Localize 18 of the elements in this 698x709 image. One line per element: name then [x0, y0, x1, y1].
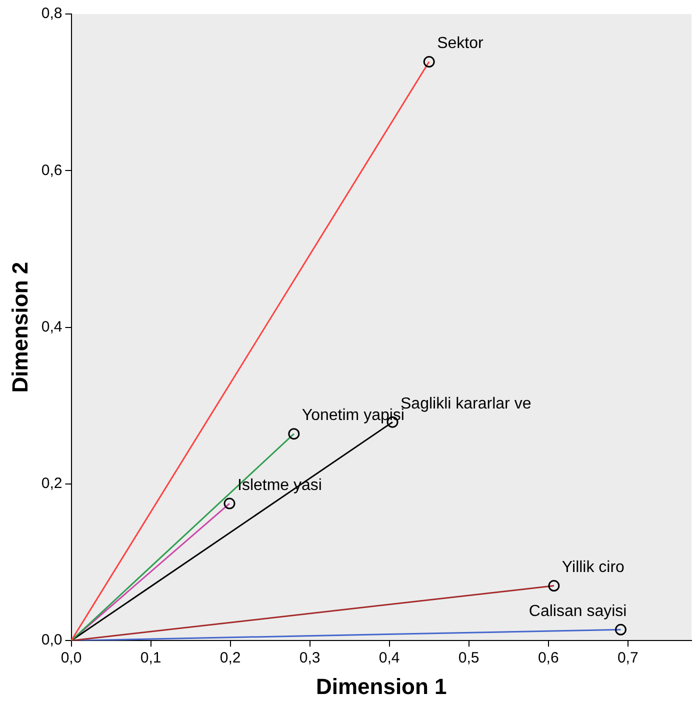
- y-tick-label: 0,8: [41, 5, 62, 22]
- x-tick-label: 0,4: [378, 650, 400, 667]
- y-axis-title: Dimension 2: [7, 262, 32, 393]
- x-tick-label: 0,6: [538, 650, 559, 667]
- y-tick-label: 0,6: [41, 162, 62, 179]
- x-tick-label: 0,5: [458, 650, 480, 667]
- x-tick-label: 0,1: [140, 650, 162, 667]
- y-tick-label: 0,2: [41, 475, 62, 492]
- y-tick-label: 0,4: [41, 318, 62, 336]
- x-axis-title: Dimension 1: [316, 674, 447, 699]
- y-tick-label: 0,0: [41, 632, 62, 649]
- series-label: Calisan sayisi: [528, 603, 627, 620]
- x-tick-label: 0,7: [617, 650, 638, 667]
- x-tick-label: 0,2: [220, 650, 241, 667]
- x-tick-label: 0,3: [299, 650, 320, 667]
- series-label: Sektor: [437, 35, 484, 52]
- series-label: Yillik ciro: [562, 559, 625, 576]
- x-tick-label: 0,0: [60, 650, 82, 667]
